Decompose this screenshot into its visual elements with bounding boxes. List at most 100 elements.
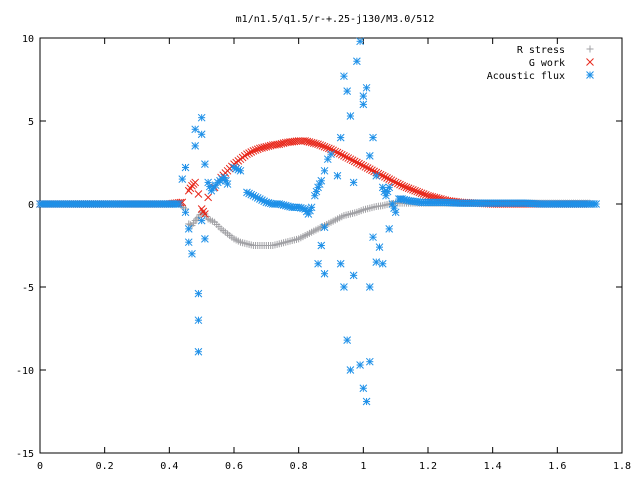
data-point xyxy=(402,183,411,192)
data-point xyxy=(342,153,350,161)
data-point xyxy=(390,204,398,213)
data-point xyxy=(365,165,374,173)
data-point xyxy=(204,193,212,202)
data-point xyxy=(249,147,258,155)
data-point xyxy=(415,188,424,197)
data-point xyxy=(314,259,322,268)
data-point xyxy=(378,259,387,268)
data-point xyxy=(247,148,256,156)
data-point xyxy=(398,181,406,190)
data-point xyxy=(426,192,435,201)
data-point xyxy=(197,113,206,122)
y-tick-label: -10 xyxy=(16,366,34,377)
data-point xyxy=(186,184,195,193)
x-tick-label: 0.2 xyxy=(96,461,114,472)
data-point xyxy=(333,148,342,157)
data-point xyxy=(314,140,322,149)
data-point xyxy=(365,152,374,160)
data-point xyxy=(361,163,370,171)
data-point xyxy=(368,166,376,175)
legend-item: R stress xyxy=(517,45,594,56)
data-point xyxy=(322,143,331,152)
data-point xyxy=(327,150,335,159)
chart-title: m1/n1.5/q1.5/r-+.25-j130/M3.0/512 xyxy=(236,14,435,25)
data-point xyxy=(194,316,203,325)
data-point xyxy=(253,145,262,154)
x-tick-label: 0 xyxy=(37,461,43,472)
data-point xyxy=(316,141,325,149)
data-point xyxy=(387,176,396,185)
data-point xyxy=(359,161,368,170)
data-point xyxy=(184,238,193,247)
data-point xyxy=(197,216,206,225)
data-point xyxy=(391,178,400,187)
data-point xyxy=(264,142,273,151)
data-point xyxy=(193,215,201,223)
legend-marker xyxy=(586,71,594,79)
data-point xyxy=(385,183,394,192)
data-point xyxy=(333,171,342,180)
data-point xyxy=(400,182,409,191)
data-point xyxy=(201,160,209,169)
data-point xyxy=(320,142,329,151)
data-point xyxy=(356,37,364,46)
data-point xyxy=(309,139,318,147)
data-point xyxy=(365,357,374,366)
legend-item: Acoustic flux xyxy=(487,71,594,82)
data-point xyxy=(236,166,245,175)
x-tick-label: 1 xyxy=(360,461,366,472)
data-point xyxy=(344,154,353,162)
data-point xyxy=(307,138,316,147)
data-point xyxy=(323,155,332,164)
data-point xyxy=(413,187,422,196)
data-point xyxy=(258,143,266,152)
data-point xyxy=(346,155,355,164)
data-point xyxy=(385,225,394,233)
data-point xyxy=(355,159,363,168)
data-point xyxy=(378,171,387,180)
data-point xyxy=(197,130,206,139)
data-point xyxy=(184,225,193,233)
data-point xyxy=(243,150,251,159)
data-point xyxy=(424,191,432,200)
data-point xyxy=(383,187,392,196)
data-point xyxy=(417,189,426,198)
data-point xyxy=(419,190,428,198)
data-point xyxy=(353,158,361,167)
data-point xyxy=(320,166,329,175)
y-tick-label: 10 xyxy=(22,34,34,45)
data-point xyxy=(260,143,269,152)
data-point xyxy=(350,157,359,166)
data-point xyxy=(411,186,419,195)
legend-label: G work xyxy=(529,58,565,69)
x-tick-label: 1.6 xyxy=(548,461,566,472)
x-tick-label: 1.4 xyxy=(484,461,502,472)
data-point xyxy=(312,139,320,148)
data-point xyxy=(592,200,600,208)
legend-marker xyxy=(586,58,594,66)
data-point xyxy=(201,210,209,218)
data-point xyxy=(251,146,260,154)
data-point xyxy=(181,208,190,217)
x-tick-label: 1.2 xyxy=(419,461,437,472)
data-point xyxy=(336,259,345,268)
data-point xyxy=(320,269,329,278)
axes-layer: 0 0.2 0.4 0.6 0.8 1 1.2 1.4 1.6 1.8 -15 -10 -5 0 5 10 xyxy=(16,34,631,472)
data-point xyxy=(178,175,187,183)
data-point xyxy=(223,180,232,188)
data-point xyxy=(388,200,397,208)
data-point xyxy=(406,185,415,193)
data-point xyxy=(201,235,209,243)
data-point xyxy=(391,208,400,217)
data-point xyxy=(365,283,374,291)
data-point xyxy=(409,186,417,194)
y-tick-label: 0 xyxy=(28,200,34,211)
y-tick-label: -15 xyxy=(16,449,34,460)
data-point xyxy=(191,217,199,225)
data-point xyxy=(359,92,368,100)
data-point xyxy=(357,160,366,169)
data-point xyxy=(359,100,368,109)
data-point xyxy=(346,112,355,120)
x-tick-label: 0.4 xyxy=(160,461,178,472)
